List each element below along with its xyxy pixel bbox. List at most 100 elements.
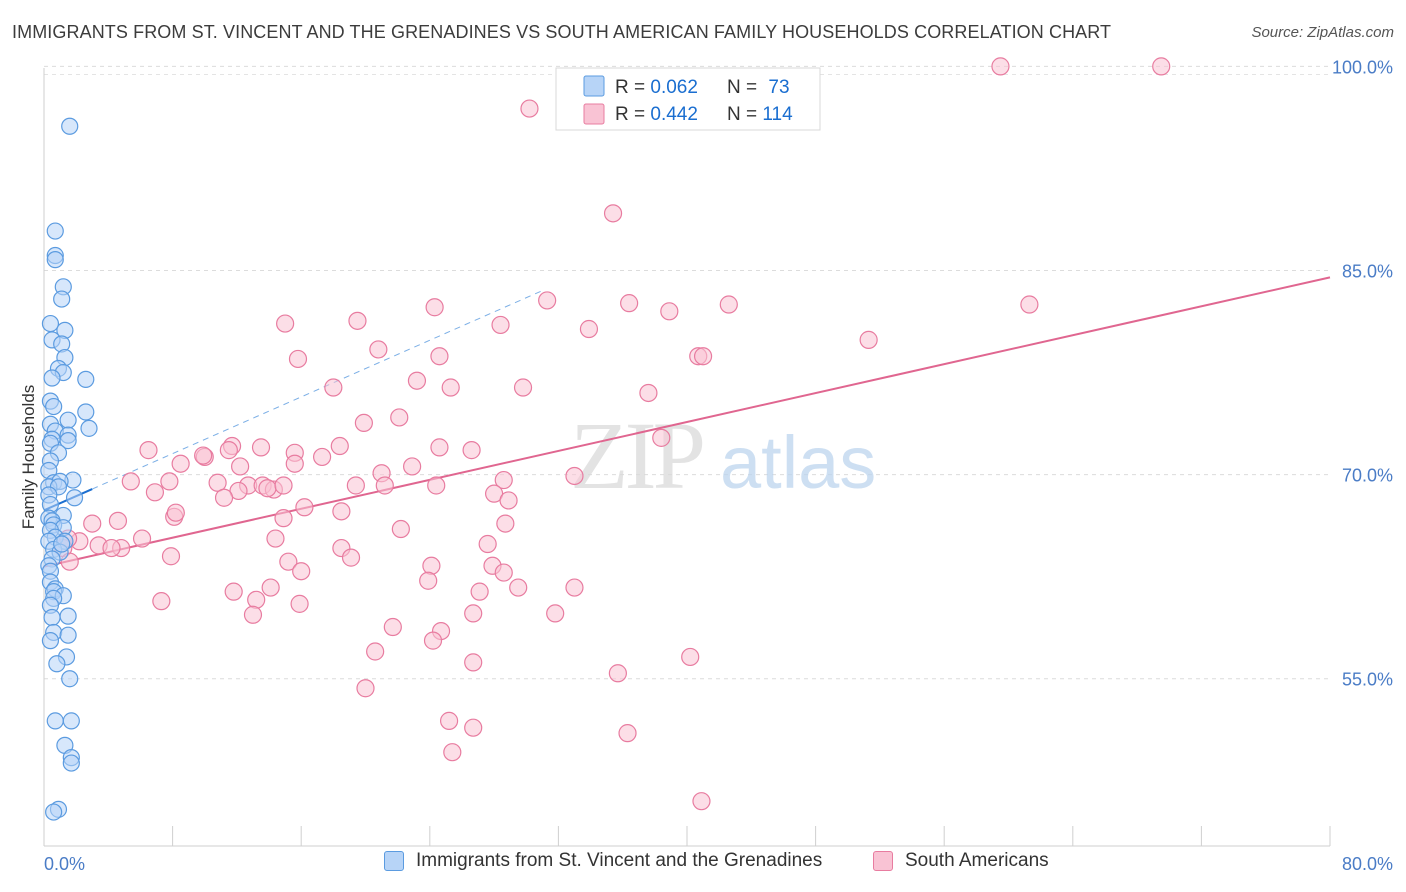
series-south-americans bbox=[54, 57, 1171, 811]
point-south-americans-74 bbox=[161, 547, 181, 566]
point-south-americans-67 bbox=[496, 514, 515, 533]
point-st-vincent-60 bbox=[59, 626, 77, 644]
point-st-vincent-63 bbox=[48, 655, 66, 673]
point-south-americans-12 bbox=[1020, 295, 1039, 314]
point-south-americans-68 bbox=[83, 514, 102, 533]
point-south-americans-7 bbox=[425, 298, 444, 317]
point-st-vincent-71 bbox=[45, 803, 63, 821]
bottom-legend-label-pink: South Americans bbox=[905, 850, 1049, 871]
point-st-vincent-72 bbox=[53, 535, 71, 553]
point-st-vincent-13 bbox=[43, 369, 61, 387]
point-south-americans-38 bbox=[231, 457, 250, 476]
point-south-americans-45 bbox=[171, 454, 190, 473]
point-south-americans-17 bbox=[693, 347, 713, 366]
point-south-americans-103 bbox=[509, 578, 528, 597]
x-tick-label-1: 80.0% bbox=[1342, 854, 1393, 874]
watermark-atlas: atlas bbox=[720, 421, 876, 504]
legend-n-label-1: N = bbox=[727, 104, 762, 125]
svg-text:R = 0.062 N = 73: R = 0.062 N = 73 bbox=[615, 77, 790, 98]
source-label: Source: ZipAtlas.com bbox=[1251, 24, 1394, 41]
legend-swatch-blue bbox=[583, 75, 605, 97]
point-south-americans-71 bbox=[132, 529, 152, 548]
point-south-americans-19 bbox=[430, 347, 449, 366]
point-south-americans-110 bbox=[439, 711, 459, 730]
point-south-americans-6 bbox=[719, 295, 738, 314]
legend-r-label-0: R = bbox=[615, 77, 650, 98]
point-south-americans-46 bbox=[121, 472, 140, 491]
legend-n-value-1: 114 bbox=[762, 104, 793, 125]
point-south-americans-20 bbox=[407, 371, 427, 390]
point-st-vincent-16 bbox=[45, 397, 63, 416]
point-south-americans-41 bbox=[403, 457, 422, 476]
point-south-americans-102 bbox=[478, 534, 497, 554]
point-south-americans-4 bbox=[538, 291, 557, 310]
point-south-americans-9 bbox=[348, 311, 367, 330]
point-south-americans-111 bbox=[464, 718, 483, 737]
point-south-americans-51 bbox=[346, 476, 365, 495]
point-south-americans-89 bbox=[224, 582, 243, 601]
point-st-vincent-61 bbox=[41, 632, 60, 650]
point-south-americans-109 bbox=[356, 679, 375, 698]
point-south-americans-99 bbox=[470, 582, 489, 601]
point-south-americans-107 bbox=[565, 578, 584, 597]
point-south-americans-33 bbox=[219, 441, 238, 460]
point-south-americans-36 bbox=[194, 446, 213, 465]
point-south-americans-10 bbox=[491, 315, 510, 335]
point-south-americans-104 bbox=[366, 642, 385, 661]
legend-n-value-0: 73 bbox=[768, 77, 789, 98]
bottom-legend-item-pink[interactable]: South Americans bbox=[873, 850, 1049, 872]
point-south-americans-32 bbox=[251, 438, 271, 457]
point-st-vincent-3 bbox=[46, 251, 64, 269]
point-south-americans-15 bbox=[369, 340, 388, 359]
point-south-americans-40 bbox=[285, 454, 304, 473]
point-south-americans-97 bbox=[464, 653, 483, 672]
point-st-vincent-58 bbox=[59, 607, 77, 625]
tick-labels: 55.0% 70.0% 85.0% 100.0% 0.0% 80.0% bbox=[44, 57, 1393, 874]
trend-lines bbox=[43, 276, 1331, 568]
bottom-legend: Immigrants from St. Vincent and the Gren… bbox=[0, 850, 1406, 880]
point-south-americans-83 bbox=[419, 571, 438, 590]
stats-legend: R = 0.062 N = 73 R = 0.442 N = 114 bbox=[555, 67, 821, 131]
point-st-vincent-5 bbox=[53, 290, 71, 308]
point-south-americans-28 bbox=[330, 436, 349, 456]
point-south-americans-5 bbox=[620, 294, 639, 313]
point-south-americans-81 bbox=[341, 548, 361, 567]
bottom-legend-item-blue[interactable]: Immigrants from St. Vincent and the Gren… bbox=[384, 850, 822, 872]
point-south-americans-52 bbox=[375, 476, 394, 495]
point-south-americans-82 bbox=[422, 556, 441, 575]
point-south-americans-63 bbox=[332, 502, 351, 521]
point-south-americans-112 bbox=[618, 724, 637, 743]
point-south-americans-43 bbox=[208, 473, 227, 492]
bottom-legend-swatch-blue bbox=[384, 851, 404, 871]
point-st-vincent-0 bbox=[61, 117, 79, 135]
point-st-vincent-6 bbox=[41, 314, 60, 333]
point-south-americans-13 bbox=[276, 314, 295, 333]
trend-pink bbox=[43, 276, 1331, 568]
point-south-americans-1 bbox=[1152, 57, 1171, 76]
x-tick-label-0: 0.0% bbox=[44, 854, 85, 874]
point-south-americans-92 bbox=[243, 605, 263, 624]
legend-n-label-0: N = bbox=[727, 77, 762, 98]
point-south-americans-54 bbox=[565, 466, 584, 486]
point-south-americans-14 bbox=[859, 330, 878, 349]
trend-blue-extension bbox=[92, 290, 543, 490]
point-st-vincent-35 bbox=[65, 489, 84, 507]
y-tick-label-3: 100.0% bbox=[1332, 57, 1393, 77]
y-tick-label-2: 85.0% bbox=[1342, 262, 1393, 282]
point-south-americans-65 bbox=[274, 509, 293, 528]
point-south-americans-26 bbox=[390, 408, 409, 427]
point-st-vincent-57 bbox=[43, 608, 61, 627]
point-south-americans-95 bbox=[383, 617, 402, 637]
point-south-americans-56 bbox=[258, 479, 277, 498]
chart-title: IMMIGRANTS FROM ST. VINCENT AND THE GREN… bbox=[12, 22, 1112, 42]
point-south-americans-66 bbox=[166, 503, 185, 522]
point-south-americans-23 bbox=[513, 378, 533, 397]
y-tick-label-0: 55.0% bbox=[1342, 670, 1393, 690]
y-axis-label: Family Households bbox=[19, 385, 38, 530]
point-south-americans-93 bbox=[464, 604, 483, 623]
point-south-americans-3 bbox=[603, 204, 623, 223]
point-south-americans-11 bbox=[579, 319, 599, 339]
bottom-legend-swatch-pink bbox=[873, 851, 893, 871]
svg-text:R = 0.442 N = 114: R = 0.442 N = 114 bbox=[615, 104, 793, 125]
